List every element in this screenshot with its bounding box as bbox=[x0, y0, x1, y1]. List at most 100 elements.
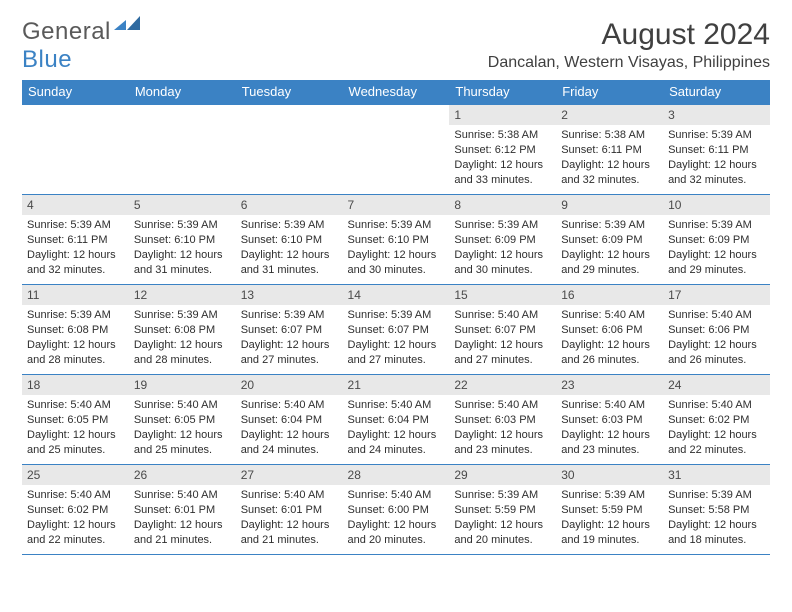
sunrise-text: Sunrise: 5:40 AM bbox=[668, 398, 766, 413]
day-details: Sunrise: 5:39 AMSunset: 6:09 PMDaylight:… bbox=[663, 215, 770, 279]
sunrise-text: Sunrise: 5:39 AM bbox=[134, 218, 232, 233]
calendar-day-cell: 12Sunrise: 5:39 AMSunset: 6:08 PMDayligh… bbox=[129, 285, 236, 375]
calendar-day-cell: 17Sunrise: 5:40 AMSunset: 6:06 PMDayligh… bbox=[663, 285, 770, 375]
sunrise-text: Sunrise: 5:39 AM bbox=[348, 218, 446, 233]
daylight-text: Daylight: 12 hours and 28 minutes. bbox=[134, 338, 232, 368]
daylight-text: Daylight: 12 hours and 29 minutes. bbox=[668, 248, 766, 278]
daylight-text: Daylight: 12 hours and 21 minutes. bbox=[241, 518, 339, 548]
sunset-text: Sunset: 6:12 PM bbox=[454, 143, 552, 158]
day-number: 13 bbox=[236, 285, 343, 305]
day-details: Sunrise: 5:39 AMSunset: 6:09 PMDaylight:… bbox=[556, 215, 663, 279]
day-number: 16 bbox=[556, 285, 663, 305]
sunrise-text: Sunrise: 5:40 AM bbox=[561, 398, 659, 413]
sunrise-text: Sunrise: 5:40 AM bbox=[561, 308, 659, 323]
daylight-text: Daylight: 12 hours and 33 minutes. bbox=[454, 158, 552, 188]
sunrise-text: Sunrise: 5:39 AM bbox=[668, 488, 766, 503]
sunset-text: Sunset: 6:00 PM bbox=[348, 503, 446, 518]
day-details: Sunrise: 5:39 AMSunset: 6:07 PMDaylight:… bbox=[343, 305, 450, 369]
day-number: 23 bbox=[556, 375, 663, 395]
day-details: Sunrise: 5:39 AMSunset: 6:10 PMDaylight:… bbox=[343, 215, 450, 279]
location-subtitle: Dancalan, Western Visayas, Philippines bbox=[488, 54, 770, 72]
day-details: Sunrise: 5:40 AMSunset: 6:04 PMDaylight:… bbox=[343, 395, 450, 459]
sunset-text: Sunset: 6:08 PM bbox=[134, 323, 232, 338]
day-number: 24 bbox=[663, 375, 770, 395]
day-number: 29 bbox=[449, 465, 556, 485]
day-details: Sunrise: 5:39 AMSunset: 6:09 PMDaylight:… bbox=[449, 215, 556, 279]
sunset-text: Sunset: 6:11 PM bbox=[668, 143, 766, 158]
sunrise-text: Sunrise: 5:39 AM bbox=[241, 218, 339, 233]
calendar-day-cell bbox=[129, 105, 236, 195]
day-details: Sunrise: 5:39 AMSunset: 6:08 PMDaylight:… bbox=[129, 305, 236, 369]
daylight-text: Daylight: 12 hours and 32 minutes. bbox=[27, 248, 125, 278]
day-number: 19 bbox=[129, 375, 236, 395]
sunrise-text: Sunrise: 5:40 AM bbox=[27, 398, 125, 413]
day-number: 15 bbox=[449, 285, 556, 305]
sunset-text: Sunset: 6:11 PM bbox=[27, 233, 125, 248]
sunset-text: Sunset: 6:02 PM bbox=[27, 503, 125, 518]
sunset-text: Sunset: 6:10 PM bbox=[134, 233, 232, 248]
daylight-text: Daylight: 12 hours and 21 minutes. bbox=[134, 518, 232, 548]
calendar-day-cell: 27Sunrise: 5:40 AMSunset: 6:01 PMDayligh… bbox=[236, 465, 343, 555]
day-number: 20 bbox=[236, 375, 343, 395]
day-number: 9 bbox=[556, 195, 663, 215]
calendar-day-cell: 7Sunrise: 5:39 AMSunset: 6:10 PMDaylight… bbox=[343, 195, 450, 285]
calendar-day-cell: 6 Sunrise: 5:39 AMSunset: 6:10 PMDaylight… bbox=[236, 195, 343, 285]
day-details: Sunrise: 5:39 AMSunset: 6:08 PMDaylight:… bbox=[22, 305, 129, 369]
calendar-day-cell: 24Sunrise: 5:40 AMSunset: 6:02 PMDayligh… bbox=[663, 375, 770, 465]
calendar-day-cell bbox=[22, 105, 129, 195]
day-number: 28 bbox=[343, 465, 450, 485]
daylight-text: Daylight: 12 hours and 30 minutes. bbox=[348, 248, 446, 278]
title-block: August 2024 Dancalan, Western Visayas, P… bbox=[488, 18, 770, 72]
calendar-week-row: 25Sunrise: 5:40 AMSunset: 6:02 PMDayligh… bbox=[22, 465, 770, 555]
calendar-day-cell: 20Sunrise: 5:40 AMSunset: 6:04 PMDayligh… bbox=[236, 375, 343, 465]
sunrise-text: Sunrise: 5:39 AM bbox=[454, 218, 552, 233]
sunset-text: Sunset: 6:07 PM bbox=[348, 323, 446, 338]
sunrise-text: Sunrise: 5:40 AM bbox=[454, 308, 552, 323]
daylight-text: Daylight: 12 hours and 26 minutes. bbox=[668, 338, 766, 368]
daylight-text: Daylight: 12 hours and 24 minutes. bbox=[348, 428, 446, 458]
calendar-week-row: 4Sunrise: 5:39 AMSunset: 6:11 PMDaylight… bbox=[22, 195, 770, 285]
day-details: Sunrise: 5:40 AMSunset: 6:02 PMDaylight:… bbox=[22, 485, 129, 549]
sunset-text: Sunset: 6:04 PM bbox=[241, 413, 339, 428]
day-details: Sunrise: 5:38 AMSunset: 6:11 PMDaylight:… bbox=[556, 125, 663, 189]
brand-logo: GeneralBlue bbox=[22, 18, 140, 74]
calendar-day-cell: 15Sunrise: 5:40 AMSunset: 6:07 PMDayligh… bbox=[449, 285, 556, 375]
month-title: August 2024 bbox=[488, 18, 770, 52]
day-number: 11 bbox=[22, 285, 129, 305]
day-number: 6 bbox=[236, 195, 343, 215]
calendar-day-cell: 22Sunrise: 5:40 AMSunset: 6:03 PMDayligh… bbox=[449, 375, 556, 465]
day-details: Sunrise: 5:39 AMSunset: 6:10 PMDaylight:… bbox=[129, 215, 236, 279]
day-header-fri: Friday bbox=[556, 80, 663, 105]
calendar-table: Sunday Monday Tuesday Wednesday Thursday… bbox=[22, 80, 770, 555]
sunrise-text: Sunrise: 5:39 AM bbox=[27, 218, 125, 233]
calendar-day-cell: 31Sunrise: 5:39 AMSunset: 5:58 PMDayligh… bbox=[663, 465, 770, 555]
sunset-text: Sunset: 5:59 PM bbox=[561, 503, 659, 518]
sunset-text: Sunset: 6:08 PM bbox=[27, 323, 125, 338]
calendar-day-cell: 26Sunrise: 5:40 AMSunset: 6:01 PMDayligh… bbox=[129, 465, 236, 555]
sunset-text: Sunset: 6:01 PM bbox=[134, 503, 232, 518]
sunset-text: Sunset: 6:04 PM bbox=[348, 413, 446, 428]
calendar-week-row: 11Sunrise: 5:39 AMSunset: 6:08 PMDayligh… bbox=[22, 285, 770, 375]
day-details: Sunrise: 5:40 AMSunset: 6:01 PMDaylight:… bbox=[236, 485, 343, 549]
calendar-day-cell: 14Sunrise: 5:39 AMSunset: 6:07 PMDayligh… bbox=[343, 285, 450, 375]
day-header-mon: Monday bbox=[129, 80, 236, 105]
daylight-text: Daylight: 12 hours and 20 minutes. bbox=[348, 518, 446, 548]
sunset-text: Sunset: 6:01 PM bbox=[241, 503, 339, 518]
sunrise-text: Sunrise: 5:40 AM bbox=[241, 398, 339, 413]
daylight-text: Daylight: 12 hours and 31 minutes. bbox=[241, 248, 339, 278]
daylight-text: Daylight: 12 hours and 29 minutes. bbox=[561, 248, 659, 278]
calendar-week-row: 1Sunrise: 5:38 AMSunset: 6:12 PMDaylight… bbox=[22, 105, 770, 195]
sunset-text: Sunset: 5:59 PM bbox=[454, 503, 552, 518]
day-header-sat: Saturday bbox=[663, 80, 770, 105]
day-details: Sunrise: 5:39 AMSunset: 5:58 PMDaylight:… bbox=[663, 485, 770, 549]
calendar-day-cell: 18Sunrise: 5:40 AMSunset: 6:05 PMDayligh… bbox=[22, 375, 129, 465]
daylight-text: Daylight: 12 hours and 19 minutes. bbox=[561, 518, 659, 548]
calendar-day-cell: 9Sunrise: 5:39 AMSunset: 6:09 PMDaylight… bbox=[556, 195, 663, 285]
sunset-text: Sunset: 6:03 PM bbox=[454, 413, 552, 428]
calendar-day-cell: 19Sunrise: 5:40 AMSunset: 6:05 PMDayligh… bbox=[129, 375, 236, 465]
calendar-day-cell: 4Sunrise: 5:39 AMSunset: 6:11 PMDaylight… bbox=[22, 195, 129, 285]
daylight-text: Daylight: 12 hours and 20 minutes. bbox=[454, 518, 552, 548]
sunset-text: Sunset: 6:10 PM bbox=[241, 233, 339, 248]
calendar-day-cell: 30Sunrise: 5:39 AMSunset: 5:59 PMDayligh… bbox=[556, 465, 663, 555]
daylight-text: Daylight: 12 hours and 22 minutes. bbox=[27, 518, 125, 548]
